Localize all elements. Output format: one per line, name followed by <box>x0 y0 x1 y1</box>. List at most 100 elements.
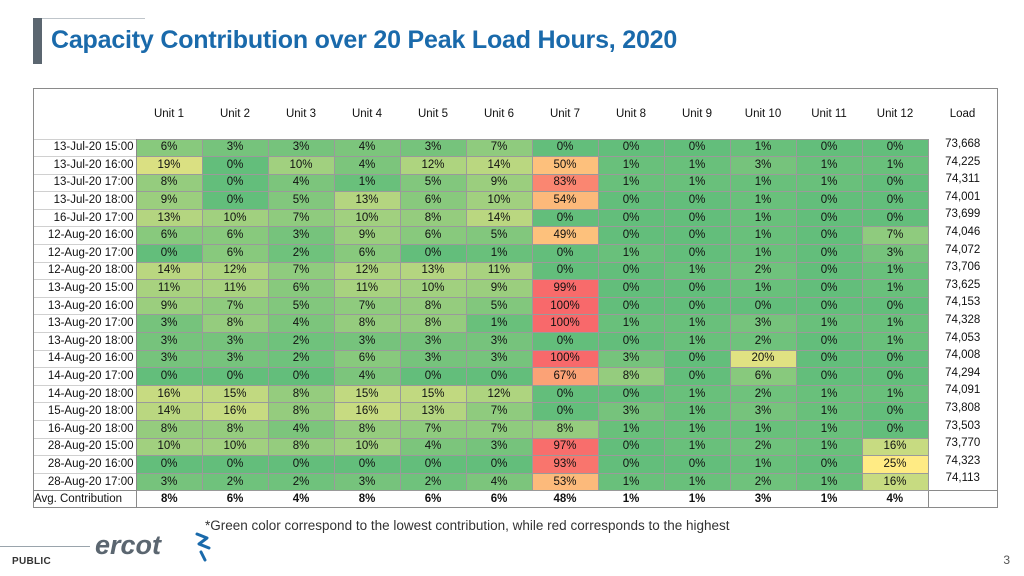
average-cell: 3% <box>730 490 796 509</box>
contribution-cell: 1% <box>795 420 863 439</box>
contribution-cell: 0% <box>663 296 731 316</box>
row-timestamp: 13-Aug-20 16:00 <box>34 296 137 315</box>
contribution-cell: 0% <box>861 296 929 316</box>
contribution-cell: 3% <box>267 226 335 246</box>
contribution-cell: 3% <box>135 472 203 492</box>
contribution-cell: 8% <box>333 314 401 334</box>
contribution-cell: 9% <box>135 191 203 210</box>
load-value: 74,328 <box>927 314 997 333</box>
header-unit: Unit 1 <box>153 107 185 120</box>
contribution-cell: 0% <box>399 367 467 386</box>
row-timestamp: 13-Jul-20 17:00 <box>34 173 137 192</box>
table-row: 12-Aug-20 18:00 14% 12% 7% 12% 13% 11% 0% 0% 1% 2%… <box>34 261 997 281</box>
header-unit: Unit 9 <box>681 107 713 120</box>
contribution-cell: 83% <box>531 173 599 193</box>
load-value: 73,706 <box>927 262 997 280</box>
contribution-cell: 5% <box>267 296 335 316</box>
contribution-cell: 1% <box>861 314 929 334</box>
row-timestamp: 28-Aug-20 15:00 <box>34 437 137 456</box>
contribution-cell: 1% <box>663 156 731 175</box>
contribution-cell: 1% <box>795 156 863 175</box>
load-value: 73,808 <box>927 402 997 421</box>
load-value: 74,225 <box>927 156 997 175</box>
row-timestamp: 16-Jul-20 17:00 <box>34 208 137 227</box>
contribution-cell: 10% <box>201 208 269 228</box>
contribution-cell: 10% <box>399 279 467 298</box>
contribution-cell: 1% <box>795 384 863 404</box>
contribution-cell: 7% <box>465 138 533 158</box>
contribution-cell: 0% <box>201 191 269 210</box>
contribution-cell: 0% <box>795 455 863 474</box>
contribution-cell: 11% <box>465 261 533 281</box>
contribution-cell: 1% <box>795 472 863 492</box>
contribution-cell: 1% <box>333 173 401 193</box>
load-value: 74,153 <box>927 297 997 315</box>
contribution-cell: 1% <box>861 156 929 175</box>
contribution-cell: 2% <box>267 472 335 492</box>
header-unit: Unit 5 <box>417 107 449 120</box>
contribution-cell: 0% <box>531 402 599 421</box>
contribution-cell: 10% <box>135 437 203 457</box>
contribution-cell: 1% <box>795 314 863 334</box>
contribution-cell: 8% <box>201 314 269 334</box>
contribution-cell: 2% <box>267 244 335 263</box>
contribution-cell: 0% <box>861 208 929 228</box>
contribution-cell: 15% <box>201 384 269 404</box>
contribution-table-frame: Unit 1 Unit 2 Unit 3 Unit 4 Unit 5 Unit 6 Unit… <box>33 88 998 509</box>
contribution-cell: 4% <box>267 173 335 193</box>
contribution-cell: 3% <box>465 349 533 369</box>
header-unit: Unit 8 <box>615 107 647 120</box>
contribution-cell: 0% <box>861 420 929 439</box>
contribution-cell: 10% <box>333 437 401 457</box>
contribution-cell: 0% <box>663 191 731 210</box>
load-value: 74,113 <box>927 473 997 491</box>
contribution-cell: 3% <box>399 138 467 158</box>
average-cell: 1% <box>796 490 862 509</box>
contribution-cell: 13% <box>399 402 467 421</box>
contribution-cell: 0% <box>861 349 929 369</box>
contribution-cell: 6% <box>201 226 269 246</box>
contribution-cell: 1% <box>663 173 731 193</box>
logo-wordmark: ercot <box>95 530 162 560</box>
load-value: 74,311 <box>927 174 997 192</box>
contribution-cell: 0% <box>531 261 599 281</box>
contribution-cell: 0% <box>663 208 731 228</box>
contribution-cell: 1% <box>861 384 929 404</box>
contribution-cell: 0% <box>663 279 731 298</box>
contribution-cell: 6% <box>333 244 401 263</box>
contribution-cell: 3% <box>399 332 467 351</box>
row-timestamp: 15-Aug-20 18:00 <box>34 402 137 421</box>
contribution-cell: 8% <box>399 296 467 316</box>
contribution-cell: 0% <box>597 191 665 210</box>
contribution-cell: 0% <box>465 367 533 386</box>
contribution-cell: 0% <box>135 244 203 263</box>
row-timestamp: 16-Aug-20 18:00 <box>34 420 137 439</box>
contribution-cell: 9% <box>465 279 533 298</box>
contribution-cell: 0% <box>663 226 731 246</box>
classification-label: PUBLIC <box>12 556 52 567</box>
contribution-cell: 0% <box>201 173 269 193</box>
header-unit: Unit 4 <box>351 107 383 120</box>
contribution-cell: 3% <box>597 349 665 369</box>
contribution-cell: 6% <box>729 367 797 386</box>
contribution-cell: 0% <box>795 226 863 246</box>
page-number: 3 <box>1003 553 1010 567</box>
contribution-cell: 0% <box>135 455 203 474</box>
contribution-cell: 1% <box>597 314 665 334</box>
contribution-cell: 8% <box>201 420 269 439</box>
contribution-cell: 0% <box>597 296 665 316</box>
contribution-cell: 50% <box>531 156 599 175</box>
contribution-cell: 1% <box>729 279 797 298</box>
contribution-cell: 7% <box>267 208 335 228</box>
contribution-cell: 6% <box>135 138 203 158</box>
contribution-cell: 2% <box>729 261 797 281</box>
contribution-cell: 0% <box>663 367 731 386</box>
contribution-cell: 0% <box>795 191 863 210</box>
load-value: 74,072 <box>927 244 997 263</box>
contribution-cell: 1% <box>465 244 533 263</box>
row-timestamp: 13-Jul-20 15:00 <box>34 138 137 157</box>
contribution-cell: 4% <box>399 437 467 457</box>
contribution-cell: 9% <box>333 226 401 246</box>
table-row: 16-Aug-20 18:00 8% 8% 4% 8% 7% 7% 8% 1% 1% 1% 1% 0% 7… <box>34 420 997 439</box>
contribution-cell: 8% <box>267 437 335 457</box>
